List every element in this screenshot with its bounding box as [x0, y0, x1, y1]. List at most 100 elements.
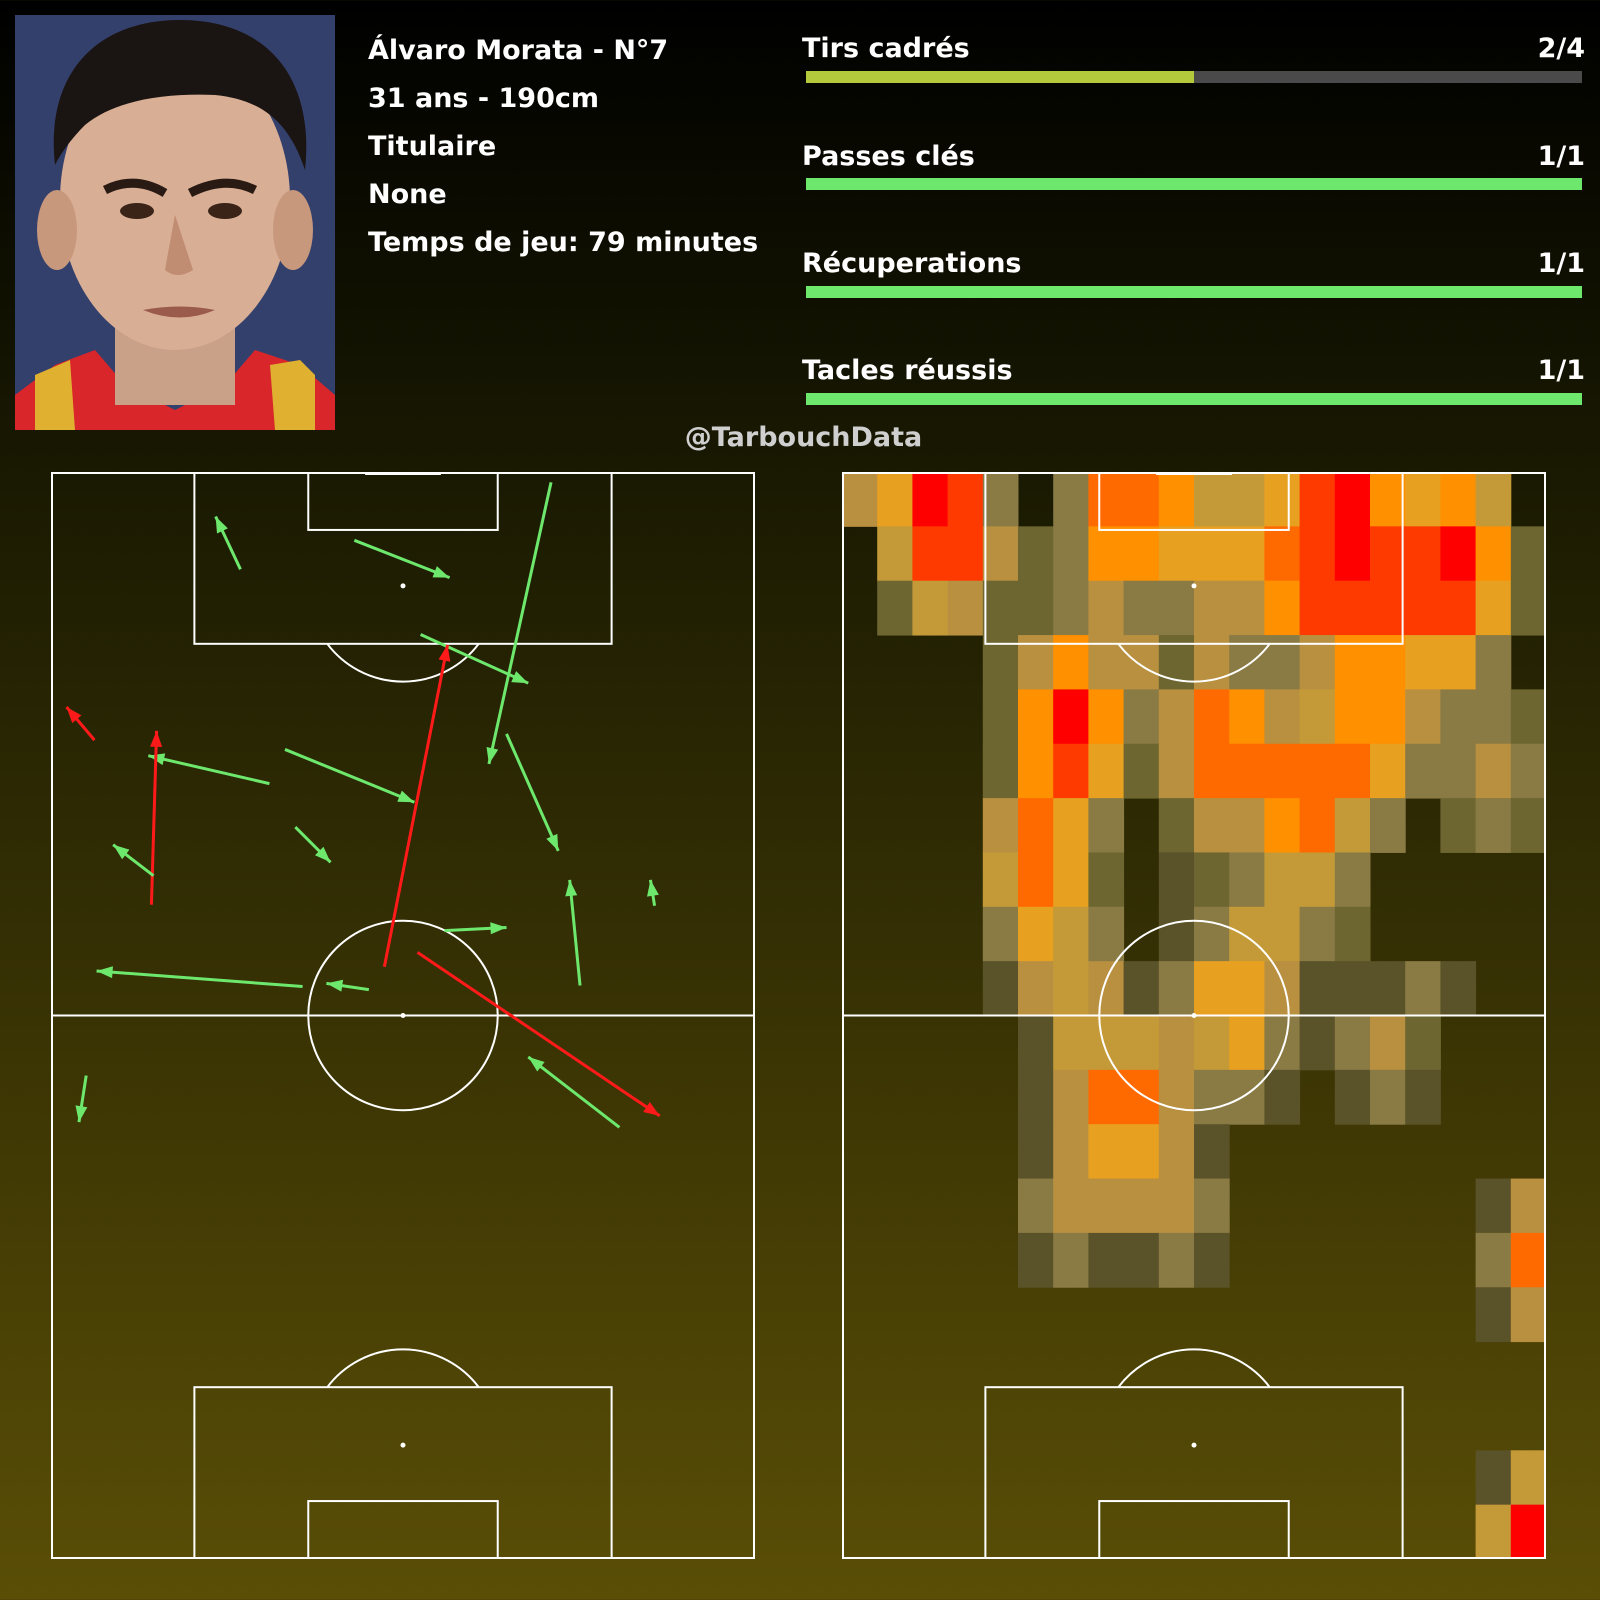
pass-arrowhead-icon — [314, 846, 331, 863]
heatmap-pitch — [842, 472, 1546, 1559]
heatmap-cell — [1053, 526, 1089, 582]
heatmap-cell — [1229, 1069, 1265, 1125]
heatmap-cell — [1510, 1287, 1546, 1343]
heatmap-cell — [1053, 1232, 1089, 1288]
heatmap-cell — [1475, 1178, 1512, 1234]
heatmap-cell — [1299, 580, 1336, 636]
centre-spot — [400, 1013, 406, 1018]
penalty-spot-top — [400, 583, 406, 589]
penalty-arc-bottom — [1117, 1348, 1271, 1388]
heatmap-cell — [982, 961, 1019, 1016]
pass-line-success — [284, 748, 415, 804]
stat-label: Tacles réussis — [802, 355, 1013, 386]
heatmap-cell — [1405, 743, 1441, 799]
heatmap-cell — [982, 526, 1019, 582]
heatmap-cell — [947, 580, 984, 636]
heatmap-cell — [1194, 472, 1230, 527]
heatmap-cell — [1475, 580, 1512, 636]
goal-top — [365, 472, 441, 475]
penalty-spot-bottom — [1191, 1442, 1197, 1448]
pass-line-failed — [416, 951, 661, 1118]
heatmap-cell — [982, 689, 1019, 745]
pass-line-success — [568, 879, 582, 986]
heatmap-cell — [1440, 689, 1477, 745]
stat-value: 2/4 — [1537, 33, 1585, 64]
heatmap-cell — [1370, 689, 1406, 745]
heatmap-cell — [1053, 1178, 1089, 1234]
heatmap-cell — [1158, 961, 1195, 1016]
heatmap-cell — [1440, 526, 1477, 582]
heatmap-cell — [1475, 798, 1512, 853]
heatmap-cell — [1440, 798, 1477, 853]
goal-bottom — [365, 1558, 441, 1559]
heatmap-cell — [1088, 689, 1125, 745]
heatmap-cell — [1053, 1124, 1089, 1180]
heatmap-cell — [1158, 1178, 1195, 1234]
heatmap-cell — [1123, 1015, 1160, 1071]
heatmap-cell — [1229, 906, 1265, 962]
heatmap-cell — [1123, 961, 1160, 1016]
heatmap-cell — [1334, 961, 1371, 1016]
heatmap-cell — [1194, 961, 1230, 1016]
player-extra: None — [368, 179, 447, 210]
heatmap-cell — [1229, 852, 1265, 908]
heatmap-cell — [947, 526, 984, 582]
pass-arrowhead-icon — [326, 979, 344, 992]
heatmap-cell — [1158, 798, 1195, 853]
heatmap-cell — [1334, 906, 1371, 962]
watermark: @TarbouchData — [684, 422, 923, 453]
heatmap-cell — [1158, 852, 1195, 908]
heatmap-cell — [1018, 798, 1054, 853]
heatmap-cell — [1194, 1232, 1230, 1288]
heatmap-cell — [1194, 743, 1230, 799]
pass-arrowhead-icon — [113, 844, 130, 860]
pass-map-pitch — [51, 472, 755, 1559]
heatmap-cell — [1264, 743, 1301, 799]
heatmap-cell — [1018, 1069, 1054, 1125]
heatmap-cell — [1018, 1124, 1054, 1180]
heatmap-cell — [982, 852, 1019, 908]
heatmap-cell — [1123, 1124, 1160, 1180]
heatmap-cell — [1334, 472, 1371, 527]
heatmap-cell — [1158, 743, 1195, 799]
heatmap-cell — [1088, 1178, 1125, 1234]
heatmap-cell — [1405, 1015, 1441, 1071]
heatmap-cell — [1475, 526, 1512, 582]
heatmap-cell — [1194, 689, 1230, 745]
pass-line-success — [505, 733, 560, 852]
heatmap-cell — [1018, 743, 1054, 799]
heatmap-cell — [1299, 798, 1336, 853]
pass-arrowhead-icon — [511, 671, 529, 684]
heatmap-cell — [1475, 1450, 1512, 1506]
heatmap-cell — [1405, 472, 1441, 527]
heatmap-cell — [1194, 1178, 1230, 1234]
heatmap-cell — [1370, 472, 1406, 527]
heatmap-cell — [1334, 1069, 1371, 1125]
heatmap-cell — [1194, 580, 1230, 636]
heatmap-cell — [1088, 743, 1125, 799]
heatmap-cell — [1229, 743, 1265, 799]
heatmap-cell — [1475, 1232, 1512, 1288]
heatmap-cell — [1264, 526, 1301, 582]
goal-box-top — [307, 472, 499, 531]
heatmap-cell — [1053, 580, 1089, 636]
goal-box-bottom — [307, 1500, 499, 1559]
heatmap-cell — [1158, 580, 1195, 636]
heatmap-cell — [1334, 852, 1371, 908]
stat-bar-fill — [806, 393, 1582, 405]
heatmap-cell — [1018, 961, 1054, 1016]
pass-arrowhead-icon — [643, 1101, 660, 1116]
heatmap-cell — [1123, 472, 1160, 527]
heatmap-cell — [1158, 689, 1195, 745]
pass-line-success — [527, 1055, 621, 1129]
heatmap-cell — [1299, 689, 1336, 745]
penalty-spot-bottom — [400, 1442, 406, 1448]
heatmap-cell — [1405, 1069, 1441, 1125]
heatmap-cell — [1018, 1232, 1054, 1288]
pass-arrowhead-icon — [66, 706, 82, 724]
heatmap-cell — [1053, 798, 1089, 853]
heatmap-cell — [1158, 1124, 1195, 1180]
heatmap-cell — [1194, 1069, 1230, 1125]
heatmap-cell — [1018, 689, 1054, 745]
heatmap-cell — [1018, 1015, 1054, 1071]
